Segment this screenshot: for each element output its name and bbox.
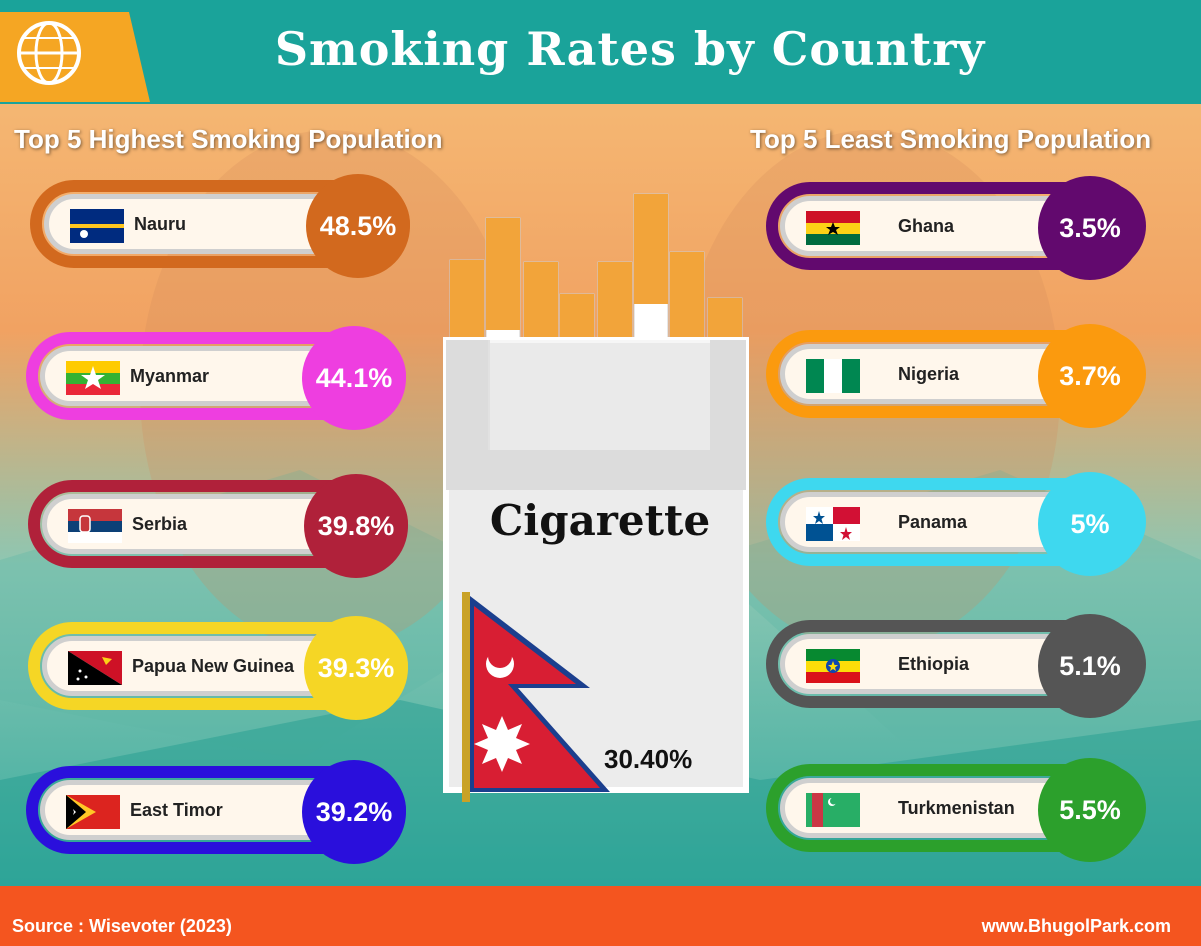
least-row-ghana: Ghana 3.5% bbox=[766, 176, 1156, 280]
country-name: Papua New Guinea bbox=[132, 656, 295, 676]
value-badge: 5.5% bbox=[1038, 758, 1142, 862]
globe-logo-icon bbox=[17, 21, 81, 85]
least-row-panama: Panama 5% bbox=[766, 472, 1156, 576]
nigeria-flag-icon bbox=[806, 359, 860, 393]
source-text: Source : Wisevoter (2023) bbox=[12, 916, 232, 936]
highest-section-title: Top 5 Highest Smoking Population bbox=[14, 124, 443, 154]
east-timor-flag-icon bbox=[66, 795, 120, 829]
least-row-ethiopia: Ethiopia 5.1% bbox=[766, 614, 1156, 718]
papua-new-guinea-flag-icon bbox=[68, 651, 122, 685]
turkmenistan-flag-icon bbox=[806, 793, 860, 827]
header-bar bbox=[0, 0, 1201, 104]
highest-row-papua-new-guinea: Papua New Guinea 39.3% bbox=[28, 616, 418, 720]
country-name: East Timor bbox=[130, 800, 223, 820]
value-badge: 3.7% bbox=[1038, 324, 1142, 428]
value-badge: 48.5% bbox=[306, 174, 410, 278]
myanmar-flag-icon bbox=[66, 361, 120, 395]
nepal-value-label: 30.40% bbox=[604, 744, 693, 774]
panama-flag-icon bbox=[806, 507, 860, 541]
site-link[interactable]: www.BhugolPark.com bbox=[981, 916, 1171, 936]
row-ring bbox=[26, 766, 406, 854]
country-name: Nigeria bbox=[898, 364, 960, 384]
least-section-title: Top 5 Least Smoking Population bbox=[750, 124, 1152, 154]
serbia-flag-icon bbox=[68, 509, 122, 543]
footer-bar bbox=[0, 886, 1201, 946]
least-row-nigeria: Nigeria 3.7% bbox=[766, 324, 1156, 428]
ethiopia-flag-icon bbox=[806, 649, 860, 683]
country-name: Turkmenistan bbox=[898, 798, 1015, 818]
least-row-turkmenistan: Turkmenistan 5.5% bbox=[766, 758, 1156, 862]
logo-tab bbox=[0, 12, 150, 102]
country-name: Ghana bbox=[898, 216, 955, 236]
highest-row-myanmar: Myanmar 44.1% bbox=[26, 326, 416, 430]
value-badge: 39.2% bbox=[302, 760, 406, 864]
country-name: Panama bbox=[898, 512, 968, 532]
highest-row-serbia: Serbia 39.8% bbox=[28, 474, 418, 578]
value-badge: 5% bbox=[1038, 472, 1142, 576]
ghana-flag-icon bbox=[806, 211, 860, 245]
page-title: Smoking Rates by Country bbox=[274, 22, 986, 76]
value-badge: 39.3% bbox=[304, 616, 408, 720]
pack-label: Cigarette bbox=[489, 496, 711, 545]
highest-row-nauru: Nauru 48.5% bbox=[30, 174, 420, 278]
value-badge: 39.8% bbox=[304, 474, 408, 578]
country-name: Ethiopia bbox=[898, 654, 969, 674]
country-name: Nauru bbox=[134, 214, 187, 234]
country-name: Serbia bbox=[132, 514, 188, 534]
highest-row-east-timor: East Timor 39.2% bbox=[26, 760, 416, 864]
value-badge: 5.1% bbox=[1038, 614, 1142, 718]
nauru-flag-icon bbox=[70, 209, 124, 243]
nepal-flag-icon bbox=[462, 592, 610, 802]
value-badge: 3.5% bbox=[1038, 176, 1142, 280]
value-badge: 44.1% bbox=[302, 326, 406, 430]
country-name: Myanmar bbox=[130, 366, 210, 386]
